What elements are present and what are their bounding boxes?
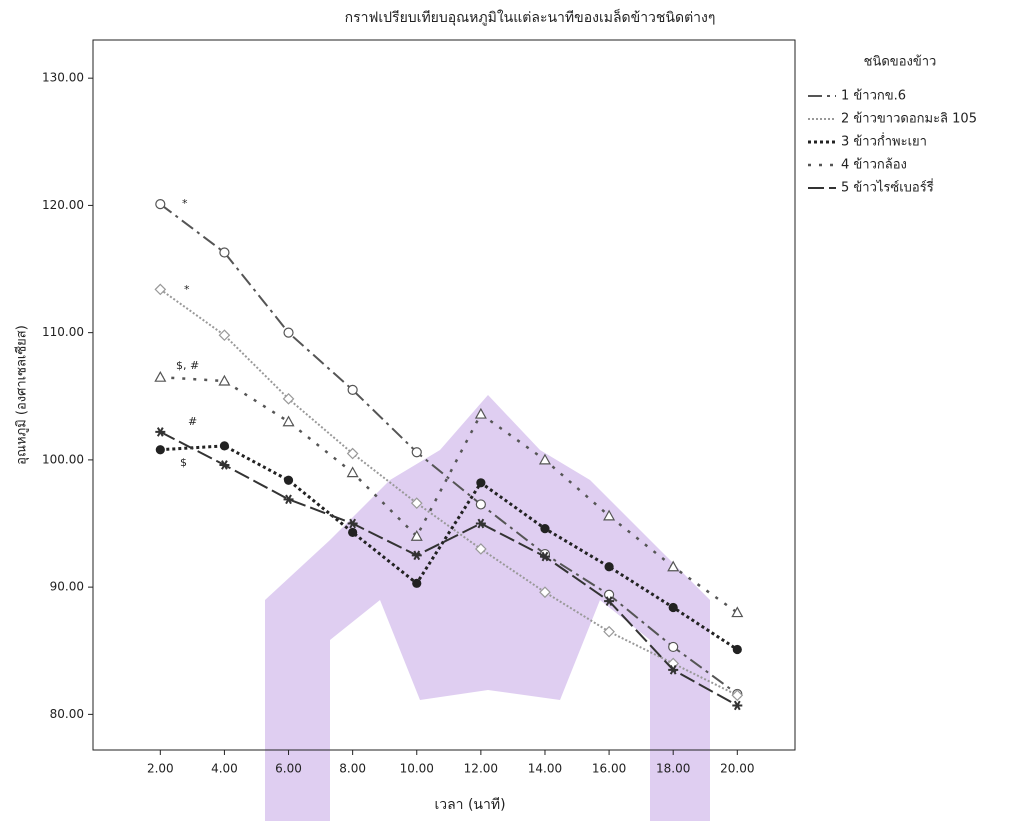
point: [155, 427, 166, 437]
x-tick-label: 12.00: [464, 762, 498, 776]
point: [539, 551, 550, 562]
watermark: [265, 395, 710, 821]
point: [155, 445, 165, 455]
legend-label: 3 ข้าวก่ำพะเยา: [841, 133, 927, 150]
point: [476, 478, 486, 488]
point: [154, 283, 167, 296]
point: [347, 518, 358, 529]
point: [603, 509, 616, 521]
x-tick-label: 4.00: [211, 762, 238, 776]
annotation: $: [180, 456, 187, 469]
point: [219, 441, 230, 451]
point: [410, 530, 423, 541]
y-axis-label: อุณหภูมิ (องศาเซลเซียส): [14, 325, 30, 465]
x-tick-label: 6.00: [275, 762, 302, 776]
point: [411, 550, 422, 561]
point: [410, 497, 423, 510]
point: [731, 689, 744, 702]
point: [347, 384, 358, 396]
legend-label: 2 ข้าวขาวดอกมะลิ 105: [841, 112, 977, 127]
y-tick-label: 120.00: [42, 198, 84, 212]
plot-frame: [92, 39, 796, 751]
point: [283, 327, 294, 338]
point: [668, 641, 679, 653]
point: [668, 665, 679, 675]
point: [538, 453, 551, 465]
point: [732, 644, 742, 655]
annotation: #: [188, 415, 197, 428]
point: [412, 578, 422, 588]
series-line: [159, 288, 738, 697]
point: [346, 466, 359, 478]
x-tick-label: 16.00: [592, 762, 626, 776]
point: [731, 606, 744, 618]
point: [283, 475, 294, 485]
point: [155, 199, 166, 210]
x-tick-label: 2.00: [147, 762, 174, 776]
point: [475, 518, 486, 529]
point: [411, 447, 422, 458]
point: [282, 415, 295, 427]
x-axis-label: เวลา (นาที): [434, 797, 505, 813]
legend-label: 5 ข้าวไรซ์เบอร์รี่: [841, 179, 934, 196]
x-tick-label: 8.00: [339, 762, 366, 776]
point: [346, 447, 359, 460]
point: [475, 543, 487, 555]
point: [604, 562, 614, 572]
point: [604, 596, 615, 606]
point: [283, 494, 294, 505]
y-tick-label: 110.00: [42, 325, 84, 339]
point: [732, 700, 743, 711]
point: [603, 589, 615, 600]
x-tick-label: 10.00: [400, 762, 434, 776]
annotation: *: [184, 283, 190, 296]
series-line: [159, 203, 738, 695]
point: [603, 625, 615, 638]
annotation: *: [182, 197, 188, 210]
point: [668, 602, 678, 613]
point: [218, 329, 231, 342]
x-tick-label: 20.00: [720, 762, 754, 776]
series-line: [160, 444, 739, 651]
point: [474, 407, 487, 419]
point: [154, 370, 167, 382]
y-tick-label: 80.00: [50, 707, 84, 721]
point: [218, 374, 231, 386]
chart-title: กราฟเปรียบเทียบอุณหภูมิในแต่ละนาทีของเมล…: [345, 8, 716, 26]
point: [219, 247, 230, 258]
point: [667, 560, 680, 572]
y-tick-label: 130.00: [42, 71, 84, 85]
y-tick-label: 90.00: [50, 580, 84, 594]
point: [475, 499, 486, 510]
x-tick-label: 18.00: [656, 762, 690, 776]
point: [540, 524, 550, 534]
y-tick-label: 100.00: [42, 452, 84, 466]
point: [348, 527, 358, 538]
series-line: [159, 431, 738, 707]
point: [282, 392, 295, 405]
legend-label: 4 ข้าวกล้อง: [841, 158, 907, 173]
point: [539, 586, 551, 599]
point: [219, 460, 230, 470]
annotation: $, #: [176, 359, 199, 372]
legend-title: ชนิดของข้าว: [864, 55, 937, 70]
legend-label: 1 ข้าวกข.6: [841, 89, 906, 104]
x-tick-label: 14.00: [528, 762, 562, 776]
